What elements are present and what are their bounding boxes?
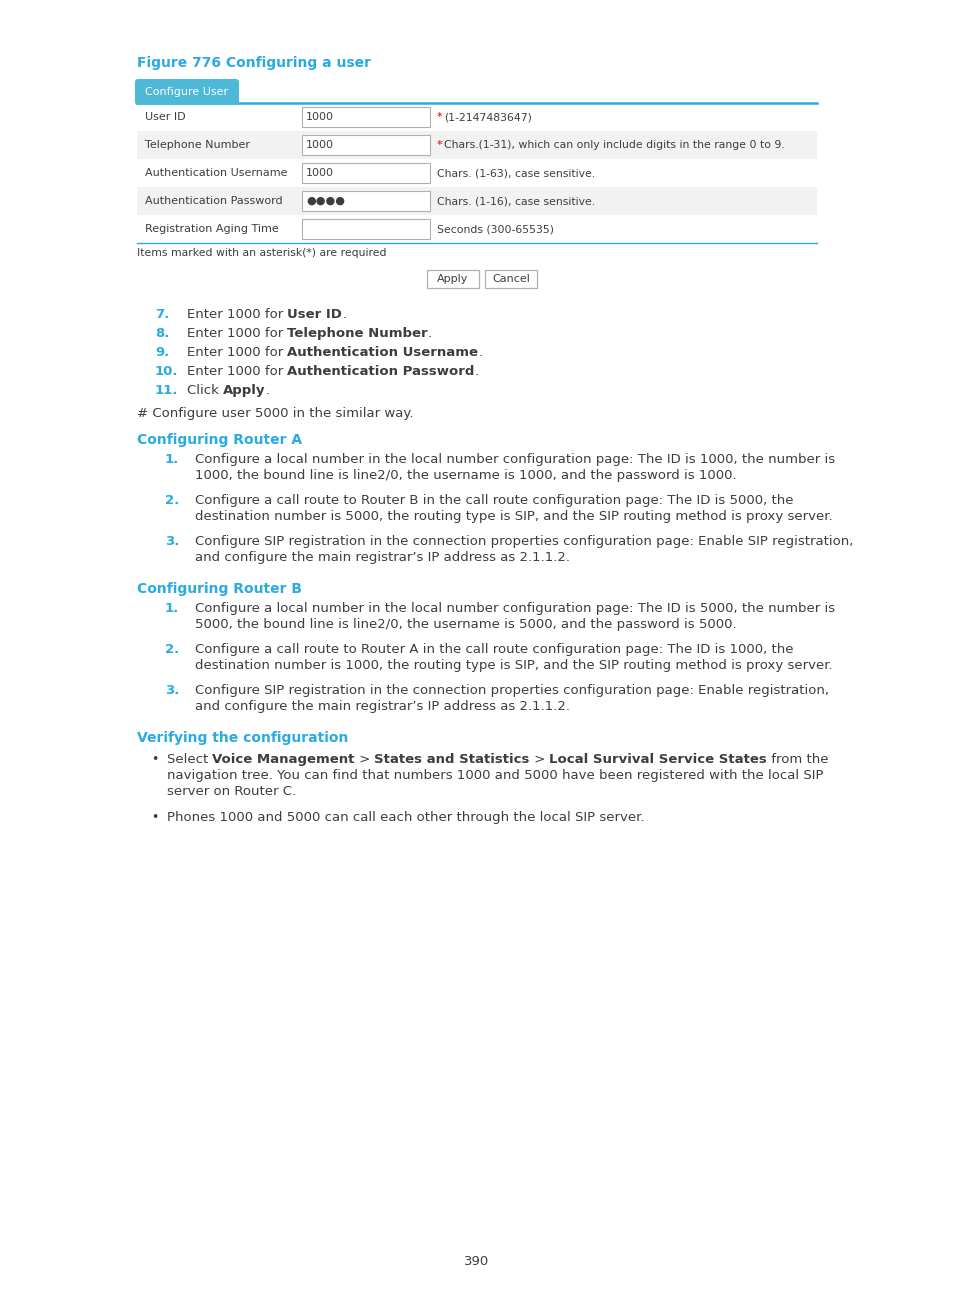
Text: (1-2147483647): (1-2147483647) (443, 111, 532, 122)
Text: Seconds (300-65535): Seconds (300-65535) (436, 224, 554, 235)
Text: Enter 1000 for: Enter 1000 for (187, 346, 287, 359)
Text: Configure a local number in the local number configuration page: The ID is 5000,: Configure a local number in the local nu… (194, 603, 834, 616)
Text: navigation tree. You can find that numbers 1000 and 5000 have been registered wi: navigation tree. You can find that numbe… (167, 769, 822, 781)
Text: Select: Select (167, 753, 213, 766)
Bar (137, 187, 816, 215)
Text: *: * (436, 111, 442, 122)
Text: Figure 776 Configuring a user: Figure 776 Configuring a user (137, 56, 371, 70)
Text: Enter 1000 for: Enter 1000 for (187, 365, 287, 378)
FancyBboxPatch shape (135, 79, 239, 105)
Text: 1.: 1. (165, 603, 179, 616)
Text: 2.: 2. (165, 643, 179, 656)
Text: 10.: 10. (154, 365, 178, 378)
Text: 5000, the bound line is line2/0, the username is 5000, and the password is 5000.: 5000, the bound line is line2/0, the use… (194, 618, 736, 631)
Text: from the: from the (766, 753, 828, 766)
Bar (302, 191, 430, 211)
Text: States and Statistics: States and Statistics (375, 753, 529, 766)
Text: >: > (529, 753, 549, 766)
Text: Enter 1000 for: Enter 1000 for (187, 327, 287, 340)
Bar (137, 131, 816, 159)
Text: Verifying the configuration: Verifying the configuration (137, 731, 348, 745)
Text: Telephone Number: Telephone Number (287, 327, 428, 340)
Text: >: > (355, 753, 375, 766)
Text: Configure SIP registration in the connection properties configuration page: Enab: Configure SIP registration in the connec… (194, 684, 828, 697)
Text: Chars. (1-16), case sensitive.: Chars. (1-16), case sensitive. (436, 196, 595, 206)
Text: Configure SIP registration in the connection properties configuration page: Enab: Configure SIP registration in the connec… (194, 535, 853, 548)
Text: 3.: 3. (165, 684, 179, 697)
Text: Configuring Router B: Configuring Router B (137, 582, 302, 596)
Text: Chars. (1-63), case sensitive.: Chars. (1-63), case sensitive. (436, 168, 595, 178)
Text: and configure the main registrar’s IP address as 2.1.1.2.: and configure the main registrar’s IP ad… (194, 700, 569, 713)
Text: 11.: 11. (154, 384, 178, 397)
Bar (427, 270, 478, 288)
Text: ●●●●: ●●●● (306, 196, 345, 206)
Text: User ID: User ID (287, 308, 342, 321)
Bar (302, 163, 430, 183)
Text: 3.: 3. (165, 535, 179, 548)
Bar (302, 219, 430, 238)
Text: Authentication Password: Authentication Password (287, 365, 475, 378)
Text: .: . (428, 327, 432, 340)
Text: .: . (342, 308, 346, 321)
Text: Authentication Password: Authentication Password (145, 196, 282, 206)
Text: destination number is 5000, the routing type is SIP, and the SIP routing method : destination number is 5000, the routing … (194, 511, 832, 524)
Text: Configure a local number in the local number configuration page: The ID is 1000,: Configure a local number in the local nu… (194, 454, 834, 467)
Text: Authentication Username: Authentication Username (145, 168, 287, 178)
Bar (302, 135, 430, 156)
Text: .: . (478, 346, 482, 359)
Text: Telephone Number: Telephone Number (145, 140, 250, 150)
Text: Configuring Router A: Configuring Router A (137, 433, 302, 447)
Text: destination number is 1000, the routing type is SIP, and the SIP routing method : destination number is 1000, the routing … (194, 658, 832, 673)
Text: Configure User: Configure User (145, 87, 229, 97)
Text: User ID: User ID (145, 111, 186, 122)
Text: •: • (151, 811, 158, 824)
Text: 9.: 9. (154, 346, 169, 359)
Text: Configure a call route to Router B in the call route configuration page: The ID : Configure a call route to Router B in th… (194, 494, 793, 507)
Text: 1000, the bound line is line2/0, the username is 1000, and the password is 1000.: 1000, the bound line is line2/0, the use… (194, 469, 736, 482)
Bar (302, 108, 430, 127)
Text: 1000: 1000 (306, 140, 334, 150)
Text: 1.: 1. (165, 454, 179, 467)
Text: Apply: Apply (436, 273, 468, 284)
Text: .: . (265, 384, 270, 397)
Text: 1000: 1000 (306, 168, 334, 178)
Text: 7.: 7. (154, 308, 169, 321)
Text: Authentication Username: Authentication Username (287, 346, 478, 359)
Text: # Configure user 5000 in the similar way.: # Configure user 5000 in the similar way… (137, 407, 413, 420)
Text: Configure a call route to Router A in the call route configuration page: The ID : Configure a call route to Router A in th… (194, 643, 793, 656)
Text: 8.: 8. (154, 327, 170, 340)
Text: *: * (436, 140, 442, 150)
Text: Local Survival Service States: Local Survival Service States (549, 753, 766, 766)
Text: Phones 1000 and 5000 can call each other through the local SIP server.: Phones 1000 and 5000 can call each other… (167, 811, 644, 824)
Text: 1000: 1000 (306, 111, 334, 122)
Text: and configure the main registrar’s IP address as 2.1.1.2.: and configure the main registrar’s IP ad… (194, 551, 569, 564)
Text: Items marked with an asterisk(*) are required: Items marked with an asterisk(*) are req… (137, 248, 386, 258)
Text: server on Router C.: server on Router C. (167, 785, 295, 798)
Text: 2.: 2. (165, 494, 179, 507)
Text: •: • (151, 753, 158, 766)
Text: .: . (475, 365, 478, 378)
Text: Chars.(1-31), which can only include digits in the range 0 to 9.: Chars.(1-31), which can only include dig… (443, 140, 784, 150)
Text: Voice Management: Voice Management (213, 753, 355, 766)
Text: Registration Aging Time: Registration Aging Time (145, 224, 278, 235)
Bar (484, 270, 537, 288)
Text: Enter 1000 for: Enter 1000 for (187, 308, 287, 321)
Text: Apply: Apply (223, 384, 265, 397)
Text: Cancel: Cancel (492, 273, 529, 284)
Text: 390: 390 (464, 1255, 489, 1267)
Text: Click: Click (187, 384, 223, 397)
